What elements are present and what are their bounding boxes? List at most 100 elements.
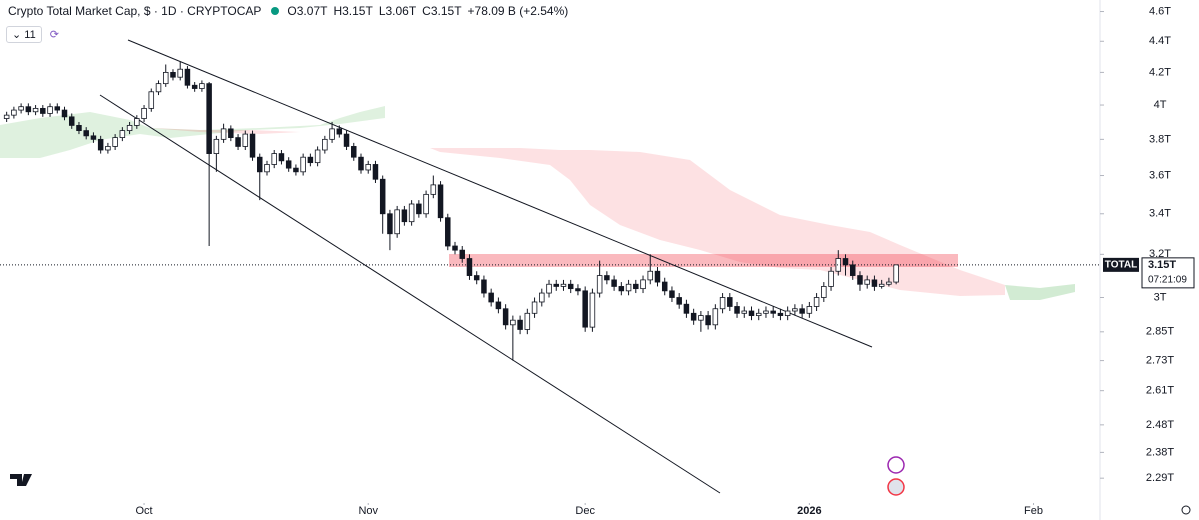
candle-body bbox=[481, 279, 487, 294]
candle-body bbox=[141, 107, 147, 119]
price-tag bbox=[1141, 257, 1195, 289]
candle-body bbox=[68, 116, 75, 126]
candle-body bbox=[792, 308, 798, 312]
trend-line bbox=[99, 94, 721, 494]
candle-body bbox=[336, 128, 343, 135]
candle-body bbox=[510, 319, 516, 326]
y-tick-label: 3T bbox=[1154, 291, 1167, 303]
indicator-count: 11 bbox=[24, 29, 36, 41]
y-tick-label: 3.8T bbox=[1149, 133, 1171, 145]
candle-body bbox=[502, 308, 509, 326]
y-tick-label: 2.48T bbox=[1146, 419, 1174, 431]
event-icon[interactable] bbox=[887, 456, 905, 474]
ohlc-open: O3.07T bbox=[287, 4, 328, 18]
y-tick-label: 2.85T bbox=[1146, 326, 1174, 338]
candle-body bbox=[47, 106, 53, 114]
cloud bbox=[0, 106, 1075, 300]
candle-body bbox=[206, 83, 212, 154]
candle-body bbox=[271, 153, 277, 165]
price-tag-label: 3.15T bbox=[1148, 259, 1176, 271]
candle-body bbox=[719, 297, 726, 310]
candle-body bbox=[604, 275, 610, 281]
candle-body bbox=[445, 217, 451, 247]
candle-body bbox=[466, 258, 473, 276]
candle-body bbox=[690, 312, 697, 321]
candle-body bbox=[105, 146, 111, 151]
candle-body bbox=[813, 297, 820, 307]
candle-body bbox=[184, 68, 191, 86]
trend-line bbox=[127, 39, 873, 348]
candle-body bbox=[257, 156, 263, 173]
candle-body bbox=[553, 283, 560, 287]
candle-body bbox=[314, 149, 321, 164]
resistance-zone bbox=[449, 254, 958, 267]
candle-body bbox=[401, 209, 408, 223]
y-tick-label: 2.29T bbox=[1146, 472, 1174, 484]
y-tick-label: 2.38T bbox=[1146, 446, 1174, 458]
candle-body bbox=[155, 83, 162, 93]
x-tick-label: Oct bbox=[135, 505, 152, 517]
candle-body bbox=[517, 319, 523, 330]
candle-body bbox=[423, 193, 429, 215]
candle-body bbox=[734, 306, 740, 314]
candle-body bbox=[821, 286, 827, 298]
candle-body bbox=[372, 164, 379, 180]
candle-body bbox=[40, 107, 46, 114]
candle-body bbox=[748, 310, 755, 316]
candle-body bbox=[683, 303, 690, 314]
y-tick-label: 2.73T bbox=[1146, 355, 1174, 367]
candle-body bbox=[676, 297, 682, 305]
x-tick-label: Dec bbox=[575, 505, 595, 517]
candle-body bbox=[25, 106, 32, 113]
y-tick-label: 3.4T bbox=[1149, 208, 1171, 220]
candle-body bbox=[430, 184, 437, 195]
candle-body bbox=[365, 164, 371, 171]
candle-body bbox=[11, 109, 17, 116]
tv-logo bbox=[10, 474, 32, 486]
candle-body bbox=[76, 125, 82, 132]
candle-body bbox=[264, 164, 270, 173]
countdown: 07:21:09 bbox=[1148, 275, 1187, 286]
event-icon[interactable] bbox=[887, 478, 905, 496]
candle-body bbox=[32, 107, 39, 113]
candle-body bbox=[878, 283, 885, 287]
candle-body bbox=[285, 160, 292, 169]
y-tick-label: 4.4T bbox=[1149, 35, 1171, 47]
x-tick-label: Nov bbox=[358, 505, 378, 517]
candle-body bbox=[437, 184, 444, 219]
candle-body bbox=[235, 137, 241, 147]
candle-body bbox=[343, 133, 350, 147]
indicator-toggle[interactable]: ⌄ 11 bbox=[6, 26, 42, 43]
candle-body bbox=[83, 130, 89, 137]
candle-body bbox=[763, 310, 769, 314]
status-dot bbox=[271, 7, 280, 15]
sync-icon[interactable]: ⟳ bbox=[49, 29, 59, 41]
candle-body bbox=[459, 249, 465, 259]
candle-body bbox=[546, 283, 552, 294]
candle-body bbox=[387, 213, 393, 235]
candle-body bbox=[806, 306, 813, 314]
candle-body bbox=[473, 275, 480, 281]
candle-body bbox=[191, 84, 198, 89]
candle-body bbox=[864, 279, 870, 285]
candles bbox=[3, 61, 899, 361]
candle-body bbox=[495, 301, 502, 310]
candle-body bbox=[220, 128, 227, 140]
candle-body bbox=[119, 130, 126, 138]
candle-body bbox=[633, 283, 639, 290]
candle-body bbox=[777, 312, 784, 316]
candle-body bbox=[18, 106, 24, 111]
cloud-red bbox=[430, 148, 1005, 296]
candle-body bbox=[90, 135, 97, 140]
candle-body bbox=[784, 310, 791, 316]
candle-body bbox=[126, 125, 133, 132]
x-tick-label: Feb bbox=[1024, 505, 1043, 517]
candle-body bbox=[488, 292, 494, 303]
candle-body bbox=[842, 258, 849, 266]
y-tick-label: 4.2T bbox=[1149, 66, 1171, 78]
candle-body bbox=[408, 203, 415, 223]
settings-icon[interactable] bbox=[1181, 505, 1191, 515]
candle-body bbox=[835, 258, 842, 272]
